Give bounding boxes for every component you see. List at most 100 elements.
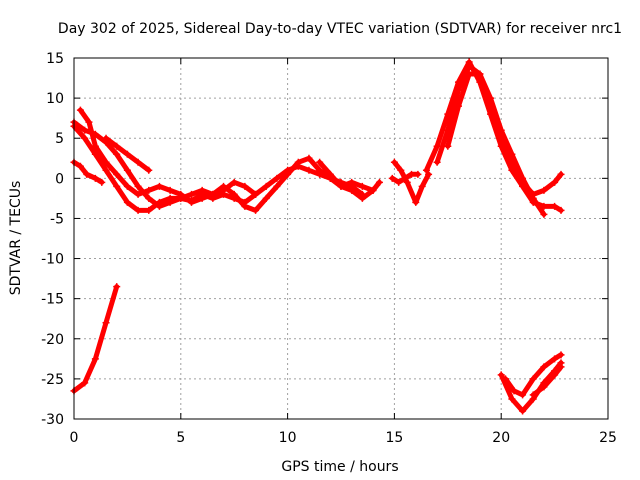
data-point [497,126,505,134]
data-point [337,182,345,190]
data-point [403,178,411,186]
data-point [557,363,565,371]
data-point [102,134,110,142]
data-point [81,134,89,142]
series-track-d [71,159,105,185]
data-point [510,387,518,395]
data-point [262,194,270,202]
y-axis-label: SDTVAR / TECUs [8,181,24,296]
data-point [187,190,195,198]
data-point [230,178,238,186]
data-point [540,202,548,210]
data-point [465,70,473,78]
x-tick-label: 15 [385,430,403,446]
data-point [262,182,270,190]
data-point [241,202,249,210]
data-point [198,186,206,194]
data-point [145,206,153,214]
y-tick-label: 10 [46,91,64,107]
data-point [83,170,91,178]
data-point [305,166,313,174]
data-point [433,158,441,166]
data-point [145,186,153,194]
data-point [433,142,441,150]
x-tick-label: 5 [176,430,185,446]
series-track-c [77,107,259,205]
data-point [102,166,110,174]
y-tick-label: -30 [41,412,64,428]
data-point [388,174,396,182]
data-point [316,158,324,166]
data-point [209,190,217,198]
data-point [155,182,163,190]
data-point [551,202,559,210]
data-point [375,178,383,186]
data-point [487,94,495,102]
data-point [198,194,206,202]
series-track-o [530,364,564,398]
x-tick-label: 20 [492,430,510,446]
chart-title: Day 302 of 2025, Sidereal Day-to-day VTE… [58,21,622,37]
data-point [444,142,452,150]
grid [74,58,608,419]
data-point [465,62,473,70]
x-axis-label: GPS time / hours [281,459,398,475]
data-point [220,186,228,194]
data-point [81,126,89,134]
data-point [113,182,121,190]
data-point [519,174,527,182]
data-point [145,194,153,202]
data-point [454,102,462,110]
data-point [102,158,110,166]
data-point [91,355,99,363]
data-point [497,371,505,379]
data-point [551,355,559,363]
data-point [123,166,131,174]
data-point [454,86,462,94]
data-point [395,178,403,186]
data-point [91,142,99,150]
data-point [113,150,121,158]
data-point [177,190,185,198]
data-point [508,150,516,158]
x-tick-label: 0 [70,430,79,446]
series-track-g [391,159,432,205]
series-track-f [317,159,382,201]
data-point [230,190,238,198]
data-point [76,162,84,170]
y-tick-label: -25 [41,372,64,388]
data-point [273,174,281,182]
data-point [166,186,174,194]
x-tick-label: 25 [599,430,617,446]
data-point [252,190,260,198]
y-tick-label: 5 [55,131,64,147]
data-point [76,106,84,114]
data-point [425,170,433,178]
data-point [519,391,527,399]
data-point [397,166,405,174]
y-tick-label: 0 [55,171,64,187]
data-point [529,194,537,202]
data-point [551,178,559,186]
data-point [401,174,409,182]
data-point [241,182,249,190]
data-point [358,182,366,190]
data-point [418,182,426,190]
data-point [348,186,356,194]
data-point [252,206,260,214]
data-point [284,170,292,178]
series-track-k [445,71,547,217]
data-point [294,158,302,166]
data-point [113,283,121,291]
data-point [81,379,89,387]
data-point [134,182,142,190]
data-point [85,118,93,126]
data-point [123,198,131,206]
data-point [390,158,398,166]
data-point [305,154,313,162]
data-point [540,363,548,371]
data-point [422,166,430,174]
data-point [98,178,106,186]
y-tick-label: -5 [50,211,64,227]
